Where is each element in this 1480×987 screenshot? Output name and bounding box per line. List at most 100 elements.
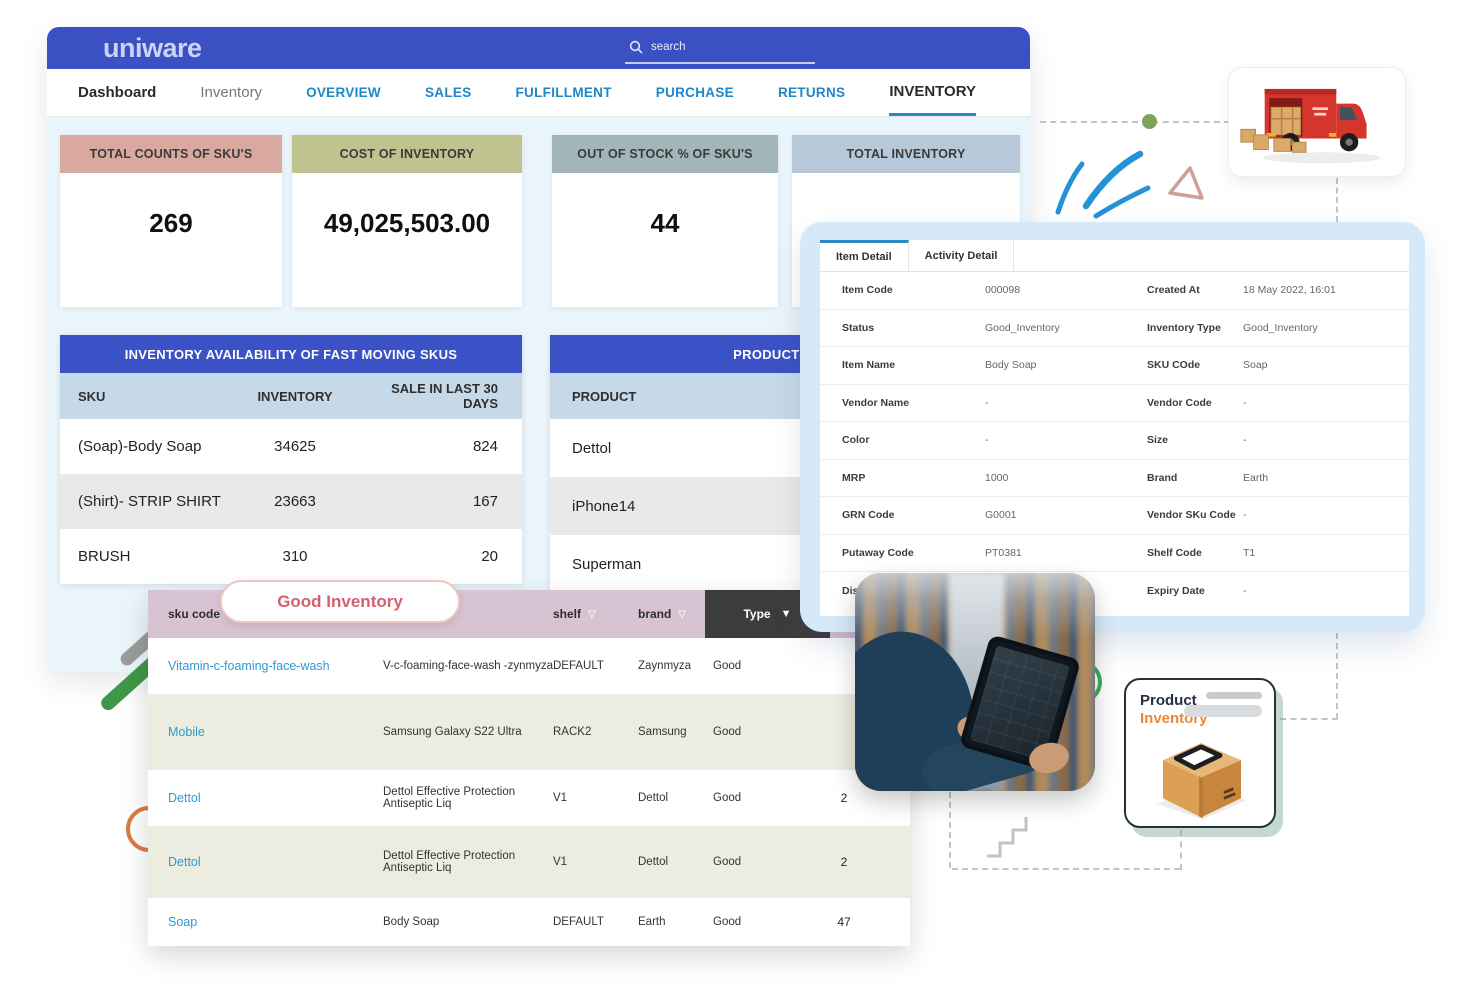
type-header-label: Type (743, 607, 771, 621)
cardboard-box-illustration (1157, 743, 1247, 820)
cell-description: Samsung Galaxy S22 Ultra (383, 726, 522, 738)
detail-value: - (985, 396, 989, 409)
kpi-value: 44 (650, 207, 680, 238)
detail-label: Putaway Code (842, 546, 914, 559)
cell-inventory: 23663 (274, 493, 316, 510)
detail-row: Color - Size - (820, 422, 1409, 460)
nav-item-inventory-active[interactable]: INVENTORY (889, 69, 976, 116)
detail-row: Putaway Code PT0381 Shelf Code T1 (820, 535, 1409, 572)
detail-label: Shelf Code (1147, 546, 1202, 559)
cell-sku: (Shirt)- STRIP SHIRT (78, 493, 221, 510)
table-header-row: SKU INVENTORY SALE IN LAST 30 DAYS (60, 373, 522, 419)
product-inventory-card: Product Inventory (1124, 678, 1276, 828)
col-header-shelf[interactable]: shelf ▽ (553, 607, 638, 621)
detail-value: Earth (1243, 471, 1269, 484)
nav-item-dashboard[interactable]: Dashboard (78, 84, 157, 101)
sku-link[interactable]: Soap (168, 915, 198, 929)
item-detail-inner: Item Detail Activity Detail Item Code 00… (820, 240, 1409, 616)
detail-label: MRP (842, 471, 866, 484)
nav-item-overview[interactable]: OVERVIEW (306, 85, 381, 100)
col-header-inventory: INVENTORY (257, 388, 333, 404)
cell-shelf: V1 (553, 792, 568, 804)
tab-item-detail[interactable]: Item Detail (820, 240, 909, 271)
sku-link[interactable]: Dettol (168, 791, 201, 805)
cell-type: Good (713, 660, 742, 672)
table-row: BRUSH 310 20 (60, 529, 522, 584)
delivery-truck-card (1228, 67, 1406, 177)
detail-label: Vendor Name (842, 396, 910, 409)
cell-qty: 2 (840, 791, 848, 805)
sku-table-header: sku code shelf ▽ brand ▽ Type ▼ Good Inv… (148, 580, 910, 638)
table-row: (Soap)-Body Soap 34625 824 (60, 419, 522, 474)
triangle-doodle (1168, 166, 1204, 200)
good-inventory-pill[interactable]: Good Inventory (220, 580, 460, 623)
cell-description: V-c-foaming-face-wash -zynmyza (383, 660, 553, 672)
shelf-header-label: shelf (553, 607, 582, 621)
detail-label: SKU COde (1147, 359, 1201, 372)
search-input[interactable]: search (625, 32, 815, 64)
good-inventory-table: sku code shelf ▽ brand ▽ Type ▼ Good Inv… (148, 580, 910, 946)
nav-item-returns[interactable]: RETURNS (777, 85, 846, 100)
search-icon (629, 40, 643, 54)
cell-shelf: DEFAULT (553, 916, 604, 928)
detail-row: Item Code 000098 Created At 18 May 2022,… (820, 272, 1409, 310)
sku-link[interactable]: Vitamin-c-foaming-face-wash (168, 659, 330, 673)
sku-row: Dettol Dettol Effective Protection Antis… (148, 826, 910, 898)
cell-type: Good (713, 726, 742, 738)
nav-bar: Dashboard Inventory OVERVIEW SALES FULFI… (47, 69, 1030, 117)
filter-filled-icon: ▼ (780, 608, 792, 620)
nav-item-purchase[interactable]: PURCHASE (655, 85, 734, 100)
detail-value: - (1243, 434, 1247, 447)
dashed-line (952, 868, 1180, 870)
brand-header-label: brand (638, 607, 672, 621)
table-row: Dettol (550, 419, 1030, 477)
cell-brand: Samsung (638, 726, 687, 738)
nav-item-inventory[interactable]: Inventory (200, 84, 263, 101)
detail-value: PT0381 (985, 546, 1022, 559)
sku-row: Mobile Samsung Galaxy S22 Ultra RACK2 Sa… (148, 694, 910, 770)
warehouse-photo (855, 573, 1095, 791)
detail-value: - (1243, 509, 1247, 522)
detail-label: Created At (1147, 284, 1200, 297)
detail-row: GRN Code G0001 Vendor SKu Code - (820, 497, 1409, 535)
cell-brand: Zaynmyza (638, 660, 692, 672)
cell-inventory: 34625 (274, 438, 316, 455)
placeholder-line (1206, 692, 1262, 699)
col-header-brand[interactable]: brand ▽ (638, 607, 713, 621)
detail-value: 18 May 2022, 16:01 (1243, 284, 1336, 297)
detail-label: Status (842, 321, 875, 334)
cell-sales: 824 (472, 438, 498, 455)
cell-product: Dettol (572, 439, 612, 457)
sku-row: Dettol Dettol Effective Protection Antis… (148, 770, 910, 826)
stairs-doodle (987, 817, 1028, 858)
nav-item-sales[interactable]: SALES (424, 85, 472, 100)
detail-label: Expiry Date (1147, 584, 1205, 597)
detail-label: Size (1147, 434, 1169, 447)
item-detail-panel: Item Detail Activity Detail Item Code 00… (800, 222, 1425, 632)
search-placeholder: search (651, 41, 686, 53)
sku-row: Vitamin-c-foaming-face-wash V-c-foaming-… (148, 638, 910, 694)
filter-icon[interactable]: ▽ (588, 608, 596, 620)
tab-activity-detail[interactable]: Activity Detail (909, 240, 1015, 271)
col-header-sales: SALE IN LAST 30 DAYS (391, 381, 498, 411)
sku-row: Soap Body Soap DEFAULT Earth Good 47 (148, 898, 910, 946)
blue-strokes-doodle (1055, 150, 1151, 219)
sku-link[interactable]: Mobile (168, 725, 205, 739)
detail-value: 1000 (985, 471, 1009, 484)
detail-label: GRN Code (842, 509, 895, 522)
sku-link[interactable]: Dettol (168, 855, 201, 869)
col-header-sku-code[interactable]: sku code (168, 607, 221, 621)
app-logo: uniware (103, 32, 202, 63)
item-detail-tabs: Item Detail Activity Detail (820, 240, 1409, 272)
detail-value: Good_Inventory (1243, 321, 1318, 334)
detail-row: Item Name Body Soap SKU COde Soap (820, 347, 1409, 385)
nav-item-fulfillment[interactable]: FULFILLMENT (515, 85, 612, 100)
dashed-line (1280, 718, 1338, 720)
filter-icon[interactable]: ▽ (678, 608, 687, 620)
cell-brand: Earth (638, 916, 666, 928)
kpi-card-cost-of-inventory: COST OF INVENTORY 49,025,503.00 (292, 135, 522, 307)
cell-description: Body Soap (383, 916, 440, 928)
detail-value: Soap (1243, 359, 1268, 372)
detail-label: Item Code (842, 284, 893, 297)
